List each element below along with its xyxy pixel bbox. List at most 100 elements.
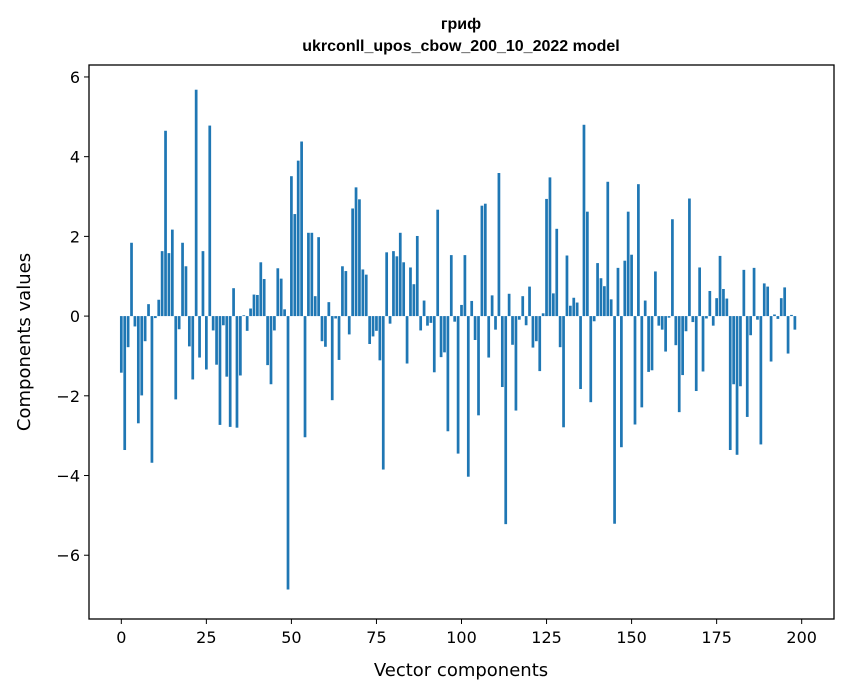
bar	[130, 242, 133, 317]
bar	[170, 229, 174, 317]
bar	[164, 130, 167, 317]
bar	[252, 294, 256, 317]
bar	[201, 251, 205, 317]
bar	[606, 181, 610, 317]
bar	[460, 304, 463, 317]
bar	[562, 316, 565, 428]
bar	[262, 279, 266, 317]
bar	[524, 316, 528, 326]
bar	[483, 203, 487, 317]
bar	[296, 160, 300, 317]
bar	[347, 316, 351, 335]
bar	[504, 316, 508, 525]
bar	[330, 316, 334, 401]
y-tick-label: 4	[70, 148, 80, 167]
y-tick-label: 6	[70, 68, 80, 87]
bar	[565, 255, 569, 317]
bar	[388, 316, 392, 324]
bar	[313, 296, 317, 317]
bar	[402, 262, 406, 317]
bar	[136, 316, 140, 424]
bar	[609, 299, 613, 317]
bar	[341, 266, 344, 317]
bar	[194, 89, 198, 317]
bar	[766, 286, 770, 317]
bar	[681, 316, 684, 376]
bar	[211, 316, 215, 331]
bar	[470, 300, 474, 317]
bar	[167, 253, 171, 317]
bar	[647, 316, 650, 372]
bar	[273, 316, 276, 331]
bar	[392, 251, 395, 317]
bar	[466, 316, 470, 477]
bar	[490, 295, 494, 317]
bar	[184, 266, 188, 317]
bar	[222, 316, 225, 326]
bar	[555, 228, 559, 317]
bar	[232, 288, 235, 317]
bar	[674, 316, 678, 346]
bar	[793, 316, 797, 330]
bar	[228, 316, 232, 427]
bar	[487, 316, 491, 358]
bar	[150, 316, 154, 463]
bar	[368, 316, 372, 344]
bar	[181, 242, 184, 317]
x-tick-label: 150	[616, 628, 647, 647]
bar	[375, 316, 378, 331]
bar	[473, 316, 477, 340]
bar	[759, 316, 763, 445]
bar	[300, 141, 303, 317]
bar	[286, 316, 290, 590]
bar	[235, 316, 239, 428]
bar	[385, 252, 389, 317]
bar	[783, 287, 787, 317]
bar	[147, 304, 150, 317]
bar	[320, 316, 324, 342]
x-axis-ticks: 0 25 50 75 100 125 150 175 200	[116, 619, 817, 647]
bar	[616, 267, 620, 317]
bar	[762, 283, 766, 317]
bar	[718, 255, 722, 317]
bar	[620, 316, 623, 448]
y-tick-label: 0	[70, 307, 80, 326]
bar	[684, 316, 688, 332]
y-tick-label: −2	[56, 387, 80, 406]
bar	[790, 314, 793, 317]
bar	[664, 316, 667, 352]
bar	[657, 316, 661, 326]
bar	[660, 316, 664, 330]
bar	[279, 278, 283, 317]
bar	[551, 293, 555, 317]
bar	[633, 316, 637, 425]
bar	[303, 316, 307, 438]
bar	[177, 316, 181, 330]
chart-title: гриф	[441, 16, 481, 33]
bar	[752, 267, 756, 317]
bar	[579, 316, 582, 390]
chart-subtitle: ukrconll_upos_cbow_200_10_2022 model	[302, 38, 619, 55]
bar	[126, 316, 130, 348]
y-axis-label: Components values	[14, 253, 35, 431]
bar	[623, 260, 627, 317]
bar	[398, 232, 402, 317]
bar	[575, 302, 579, 317]
bar	[449, 255, 453, 317]
bar	[405, 316, 409, 364]
bars-group	[119, 89, 797, 590]
bar	[596, 263, 599, 317]
bar	[630, 254, 633, 317]
bar	[344, 271, 348, 317]
bar	[671, 219, 674, 317]
x-tick-label: 25	[196, 628, 216, 647]
x-tick-label: 0	[116, 628, 126, 647]
bar	[732, 316, 736, 385]
bar	[691, 316, 695, 323]
bar	[293, 214, 297, 317]
bar	[133, 316, 137, 327]
x-tick-label: 125	[531, 628, 562, 647]
y-axis-ticks: −6 −4 −2 0 2 4 6	[56, 68, 89, 565]
